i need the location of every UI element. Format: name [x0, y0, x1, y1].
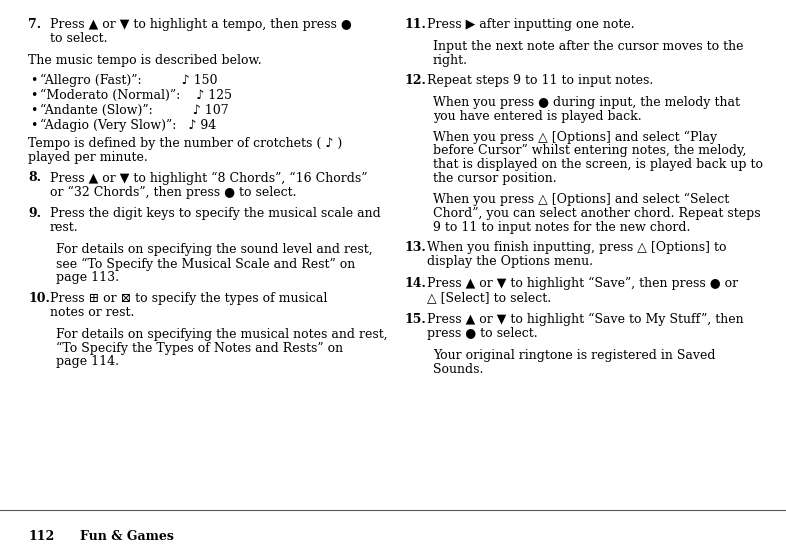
Text: 9 to 11 to input notes for the new chord.: 9 to 11 to input notes for the new chord…	[433, 221, 690, 234]
Text: 9.: 9.	[28, 207, 41, 221]
Text: display the Options menu.: display the Options menu.	[427, 255, 593, 268]
Text: Input the next note after the cursor moves to the: Input the next note after the cursor mov…	[433, 40, 744, 53]
Text: to select.: to select.	[50, 32, 108, 45]
Text: rest.: rest.	[50, 221, 79, 234]
Text: before Cursor” whilst entering notes, the melody,: before Cursor” whilst entering notes, th…	[433, 145, 747, 157]
Text: When you press △ [Options] and select “Select: When you press △ [Options] and select “S…	[433, 192, 729, 206]
Text: page 113.: page 113.	[56, 271, 119, 284]
Text: the cursor position.: the cursor position.	[433, 172, 556, 185]
Text: Press ▲ or ▼ to highlight “Save”, then press ● or: Press ▲ or ▼ to highlight “Save”, then p…	[427, 277, 738, 290]
Text: Repeat steps 9 to 11 to input notes.: Repeat steps 9 to 11 to input notes.	[427, 74, 653, 87]
Text: 11.: 11.	[405, 18, 427, 31]
Text: notes or rest.: notes or rest.	[50, 305, 134, 318]
Text: “Andante (Slow)”:          ♪ 107: “Andante (Slow)”: ♪ 107	[40, 104, 229, 117]
Text: 8.: 8.	[28, 172, 41, 184]
Text: Chord”, you can select another chord. Repeat steps: Chord”, you can select another chord. Re…	[433, 207, 761, 219]
Text: “To Specify the Types of Notes and Rests” on: “To Specify the Types of Notes and Rests…	[56, 342, 343, 355]
Text: •: •	[30, 104, 38, 117]
Text: “Adagio (Very Slow)”:   ♪ 94: “Adagio (Very Slow)”: ♪ 94	[40, 119, 216, 133]
Text: Tempo is defined by the number of crotchets ( ♪ ): Tempo is defined by the number of crotch…	[28, 137, 342, 150]
Text: •: •	[30, 74, 38, 87]
Text: Press the digit keys to specify the musical scale and: Press the digit keys to specify the musi…	[50, 207, 380, 221]
Text: Sounds.: Sounds.	[433, 362, 483, 376]
Text: “Moderato (Normal)”:    ♪ 125: “Moderato (Normal)”: ♪ 125	[40, 89, 232, 102]
Text: Press ▲ or ▼ to highlight “8 Chords”, “16 Chords”: Press ▲ or ▼ to highlight “8 Chords”, “1…	[50, 172, 368, 185]
Text: •: •	[30, 89, 38, 102]
Text: When you press ● during input, the melody that: When you press ● during input, the melod…	[433, 96, 740, 109]
Text: see “To Specify the Musical Scale and Rest” on: see “To Specify the Musical Scale and Re…	[56, 257, 355, 271]
Text: Press ▲ or ▼ to highlight “Save to My Stuff”, then: Press ▲ or ▼ to highlight “Save to My St…	[427, 313, 744, 326]
Text: For details on specifying the sound level and rest,: For details on specifying the sound leve…	[56, 244, 373, 256]
Text: Fun & Games: Fun & Games	[80, 530, 174, 543]
Text: 10.: 10.	[28, 292, 50, 305]
Text: Press ▶ after inputting one note.: Press ▶ after inputting one note.	[427, 18, 634, 31]
Text: or “32 Chords”, then press ● to select.: or “32 Chords”, then press ● to select.	[50, 185, 296, 199]
Text: Press ⊞ or ⊠ to specify the types of musical: Press ⊞ or ⊠ to specify the types of mus…	[50, 292, 328, 305]
Text: press ● to select.: press ● to select.	[427, 327, 538, 340]
Text: you have entered is played back.: you have entered is played back.	[433, 110, 641, 123]
Text: Your original ringtone is registered in Saved: Your original ringtone is registered in …	[433, 349, 715, 362]
Text: For details on specifying the musical notes and rest,: For details on specifying the musical no…	[56, 328, 387, 340]
Text: 12.: 12.	[405, 74, 427, 87]
Text: 112: 112	[28, 530, 54, 543]
Text: When you finish inputting, press △ [Options] to: When you finish inputting, press △ [Opti…	[427, 241, 726, 254]
Text: played per minute.: played per minute.	[28, 151, 148, 164]
Text: △ [Select] to select.: △ [Select] to select.	[427, 291, 551, 304]
Text: 14.: 14.	[405, 277, 427, 290]
Text: right.: right.	[433, 54, 468, 67]
Text: that is displayed on the screen, is played back up to: that is displayed on the screen, is play…	[433, 158, 763, 172]
Text: 13.: 13.	[405, 241, 427, 254]
Text: 7.: 7.	[28, 18, 41, 31]
Text: page 114.: page 114.	[56, 355, 119, 368]
Text: Press ▲ or ▼ to highlight a tempo, then press ●: Press ▲ or ▼ to highlight a tempo, then …	[50, 18, 352, 31]
Text: When you press △ [Options] and select “Play: When you press △ [Options] and select “P…	[433, 130, 717, 144]
Text: •: •	[30, 119, 38, 132]
Text: “Allegro (Fast)”:          ♪ 150: “Allegro (Fast)”: ♪ 150	[40, 74, 218, 87]
Text: The music tempo is described below.: The music tempo is described below.	[28, 54, 262, 67]
Text: 15.: 15.	[405, 313, 427, 326]
